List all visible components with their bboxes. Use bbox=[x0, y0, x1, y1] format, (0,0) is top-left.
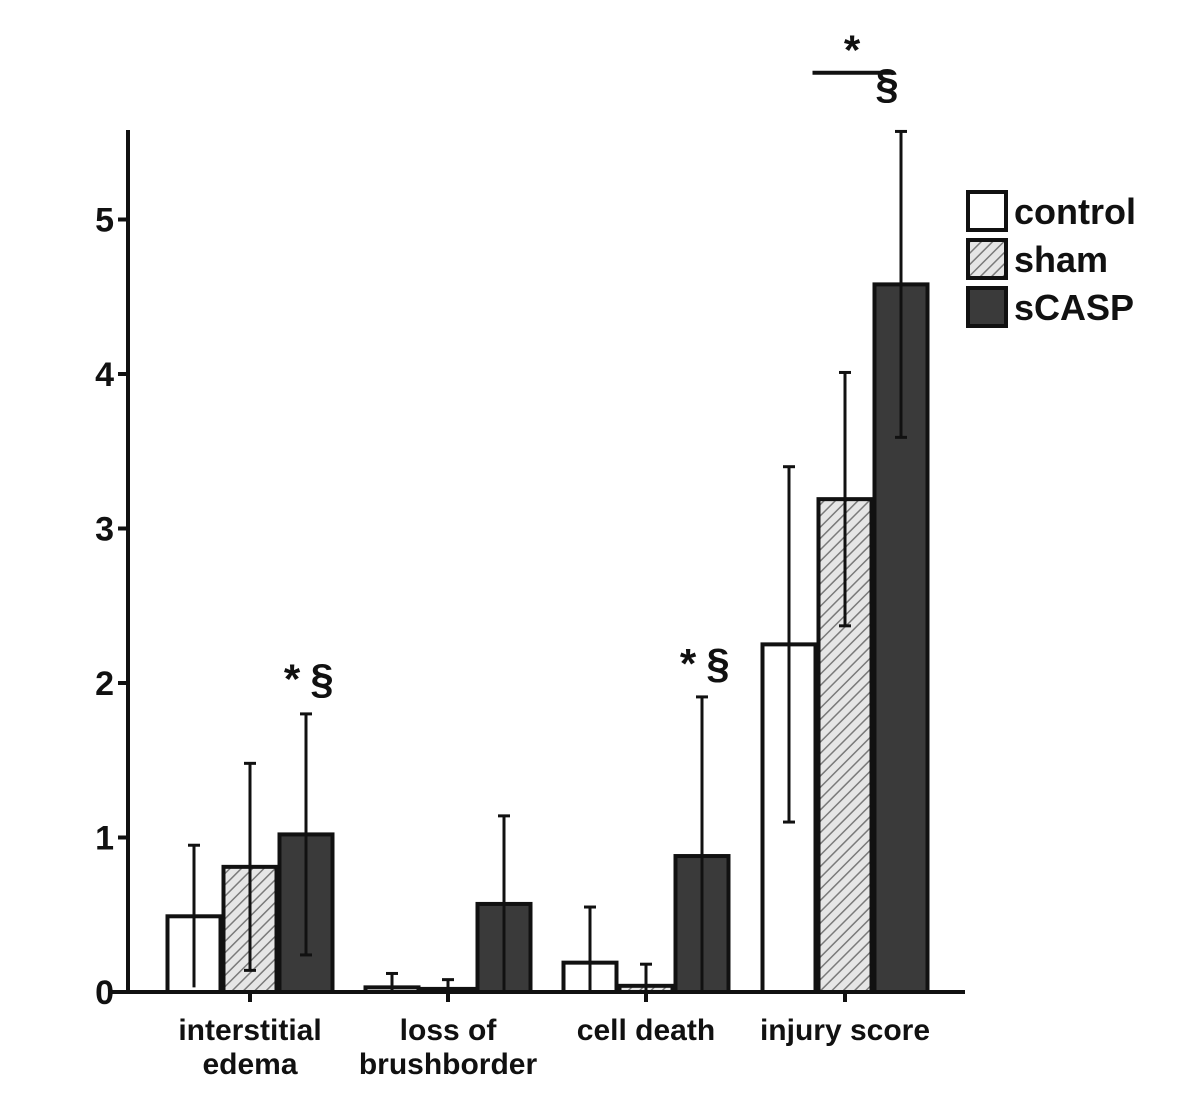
x-category-label-line: edema bbox=[202, 1048, 297, 1081]
legend-label-sham: sham bbox=[1014, 239, 1108, 280]
x-category-label: loss of brushborder bbox=[359, 1014, 538, 1081]
significance-star: * bbox=[844, 27, 861, 74]
y-tick-label: 1 bbox=[95, 820, 114, 858]
y-tick-label: 5 bbox=[95, 202, 114, 240]
legend-swatch-sham bbox=[966, 238, 1008, 280]
y-tick-label: 2 bbox=[95, 665, 114, 703]
legend-label-sCASP: sCASP bbox=[1014, 287, 1134, 328]
legend: control sham sCASP bbox=[966, 190, 1136, 328]
significance-star: * bbox=[284, 655, 301, 702]
x-category-label-line: interstitial bbox=[178, 1014, 321, 1047]
significance-section: § bbox=[706, 640, 729, 687]
x-category-label: interstitial edema bbox=[178, 1014, 321, 1081]
bars bbox=[165, 282, 930, 995]
x-category-label: injury score bbox=[760, 1014, 930, 1047]
x-category-label-line: brushborder bbox=[359, 1048, 538, 1081]
x-category-label-line: loss of bbox=[400, 1014, 498, 1047]
y-tick-label: 0 bbox=[95, 974, 114, 1012]
significance-annotations: * § * §*§ bbox=[284, 27, 899, 703]
legend-label-control: control bbox=[1014, 191, 1136, 232]
y-tick-label: 3 bbox=[95, 511, 114, 549]
y-tick-label: 4 bbox=[95, 356, 114, 394]
significance-section: § bbox=[875, 60, 898, 107]
x-category-label-line: cell death bbox=[577, 1014, 715, 1047]
x-category-label-line: injury score bbox=[760, 1014, 930, 1047]
y-axis-ticks: 0 1 2 3 4 5 bbox=[95, 202, 128, 1012]
legend-swatch-control bbox=[966, 190, 1008, 232]
legend-swatch-sCASP bbox=[966, 286, 1008, 328]
significance-section: § bbox=[310, 655, 333, 702]
significance-star: * bbox=[680, 640, 697, 687]
x-axis-category-labels: interstitial edema loss of brushborder cell … bbox=[178, 992, 930, 1081]
error-bars bbox=[188, 129, 907, 992]
x-category-label: cell death bbox=[577, 1014, 715, 1047]
